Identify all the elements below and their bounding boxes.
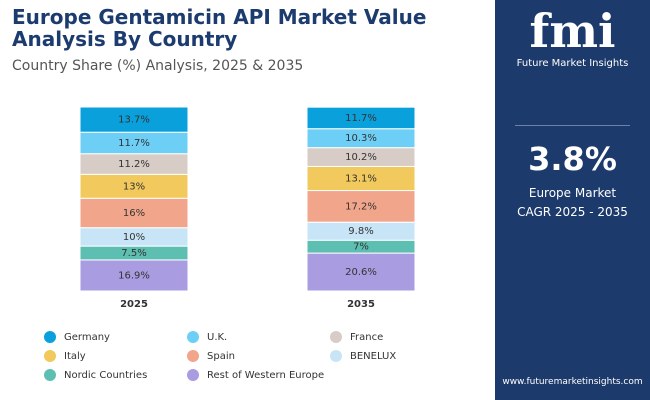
legend-label: Nordic Countries xyxy=(64,370,147,381)
logo: fmi xyxy=(529,4,616,58)
bar-segment xyxy=(306,106,416,130)
legend-marker xyxy=(187,369,199,381)
value-label: 10.2% xyxy=(345,152,377,163)
value-label: 7% xyxy=(353,242,369,253)
cagr-value: 3.8% xyxy=(528,140,617,178)
bar-segment xyxy=(79,259,189,292)
bar-segment xyxy=(79,197,189,229)
legend-marker xyxy=(187,350,199,362)
value-label: 16.9% xyxy=(118,270,150,281)
legend-label: France xyxy=(350,332,383,343)
bar-segment xyxy=(306,165,416,192)
legend-label: Italy xyxy=(64,351,86,362)
value-label: 11.7% xyxy=(345,113,377,124)
value-label: 10% xyxy=(123,232,145,243)
brand: Future Market Insights xyxy=(516,58,629,69)
legend-label: Rest of Western Europe xyxy=(207,370,324,381)
legend-marker xyxy=(330,331,342,343)
legend-label: Spain xyxy=(207,351,235,362)
value-label: 10.3% xyxy=(345,133,377,144)
value-label: 16% xyxy=(123,208,145,219)
bar-segment xyxy=(79,106,189,133)
x-tick-label: 2035 xyxy=(347,299,375,310)
legend-marker xyxy=(44,350,56,362)
chart-title: Europe Gentamicin API Market Value Analy… xyxy=(12,5,427,51)
value-label: 13.7% xyxy=(118,115,150,126)
value-label: 20.6% xyxy=(345,267,377,278)
separator xyxy=(515,125,630,126)
legend-label: Germany xyxy=(64,332,110,343)
legend-label: BENELUX xyxy=(350,351,396,362)
bar-segment xyxy=(306,252,416,292)
url: www.futuremarketinsights.com xyxy=(502,377,643,387)
value-label: 11.2% xyxy=(118,159,150,170)
value-label: 11.7% xyxy=(118,138,150,149)
legend-marker xyxy=(44,369,56,381)
period: CAGR 2025 - 2035 xyxy=(517,205,628,219)
chart-subtitle: Country Share (%) Analysis, 2025 & 2035 xyxy=(12,58,304,74)
bar-segment xyxy=(306,190,416,223)
value-label: 7.5% xyxy=(121,248,146,259)
value-label: 13% xyxy=(123,181,145,192)
legend-marker xyxy=(44,331,56,343)
sidebar: fmi Future Market Insights 3.8% Europe M… xyxy=(495,0,650,400)
value-label: 9.8% xyxy=(348,226,373,237)
legend-marker xyxy=(187,331,199,343)
chart: 16.9% 7.5% 10% 16% 13% 11.2% 11.7% 13.7% 2025 20.… xyxy=(44,106,416,381)
value-label: 17.2% xyxy=(345,201,377,212)
x-tick-label: 2025 xyxy=(120,299,148,310)
region: Europe Market xyxy=(528,186,617,200)
value-label: 13.1% xyxy=(345,173,377,184)
legend-label: U.K. xyxy=(207,332,227,343)
legend-marker xyxy=(330,350,342,362)
